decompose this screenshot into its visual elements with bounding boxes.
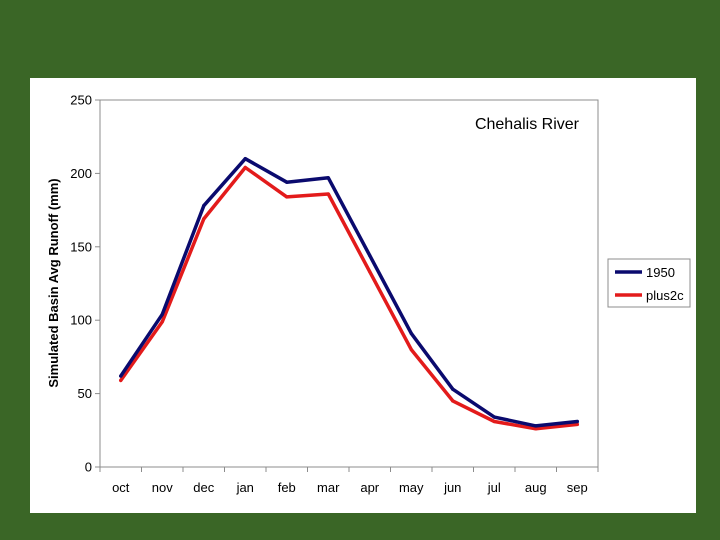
data-point-1950 xyxy=(575,419,579,424)
data-point-plus2c xyxy=(534,427,538,431)
data-point-1950 xyxy=(285,180,289,184)
series-line-1950 xyxy=(119,156,580,428)
data-point-plus2c xyxy=(368,270,372,274)
chart-title: Chehalis River xyxy=(475,116,580,133)
data-point-plus2c xyxy=(326,192,330,196)
y-tick-label: 250 xyxy=(70,93,92,108)
y-tick-label: 50 xyxy=(78,386,92,401)
data-point-plus2c xyxy=(409,347,413,352)
plot-area xyxy=(99,99,599,468)
y-tick-label: 200 xyxy=(70,166,92,181)
y-axis: 0 50 100 150 200 250 xyxy=(70,93,100,475)
data-point-1950 xyxy=(534,424,538,428)
legend-label-1950: 1950 xyxy=(646,265,675,280)
x-tick-label: nov xyxy=(152,480,173,495)
data-point-plus2c xyxy=(575,422,579,427)
y-tick-label: 100 xyxy=(70,313,92,328)
x-tick-label: jun xyxy=(443,480,461,495)
data-point-1950 xyxy=(368,254,372,258)
data-point-1950 xyxy=(160,312,164,316)
x-tick-label: aug xyxy=(525,480,547,495)
x-axis: oct nov dec jan feb mar apr may jun jul aug sep xyxy=(99,467,599,495)
data-point-1950 xyxy=(119,374,123,378)
x-tick-label: dec xyxy=(193,480,214,495)
x-tick-label: mar xyxy=(317,480,340,495)
data-point-1950 xyxy=(492,415,496,419)
x-tick-label: feb xyxy=(278,480,296,495)
x-tick-label: sep xyxy=(567,480,588,495)
data-point-plus2c xyxy=(243,165,247,170)
chart-panel: Chehalis River Simulated Basin Avg Runof… xyxy=(30,78,696,513)
series-line-plus2c xyxy=(119,165,580,431)
data-point-1950 xyxy=(243,157,247,161)
legend: 1950 plus2c xyxy=(607,258,691,308)
y-axis-title: Simulated Basin Avg Runoff (mm) xyxy=(46,178,61,387)
y-tick-label: 150 xyxy=(70,239,92,254)
data-point-plus2c xyxy=(160,320,164,324)
x-tick-label: oct xyxy=(112,480,130,495)
x-tick-label: jul xyxy=(487,480,501,495)
data-point-plus2c xyxy=(492,419,496,424)
x-tick-label: may xyxy=(399,480,424,495)
series-lines xyxy=(119,156,580,431)
legend-box xyxy=(607,258,691,308)
x-tick-label: apr xyxy=(360,480,379,495)
data-point-1950 xyxy=(202,204,206,208)
x-tick-label: jan xyxy=(236,480,254,495)
data-point-plus2c xyxy=(119,378,123,382)
data-point-1950 xyxy=(326,176,330,180)
runoff-line-chart: Chehalis River Simulated Basin Avg Runof… xyxy=(46,93,691,495)
data-point-plus2c xyxy=(285,195,289,199)
legend-label-plus2c: plus2c xyxy=(646,288,684,303)
data-point-1950 xyxy=(451,387,455,391)
data-point-1950 xyxy=(409,331,413,336)
y-tick-label: 0 xyxy=(85,460,92,475)
data-point-plus2c xyxy=(202,217,206,221)
data-point-plus2c xyxy=(451,399,455,403)
